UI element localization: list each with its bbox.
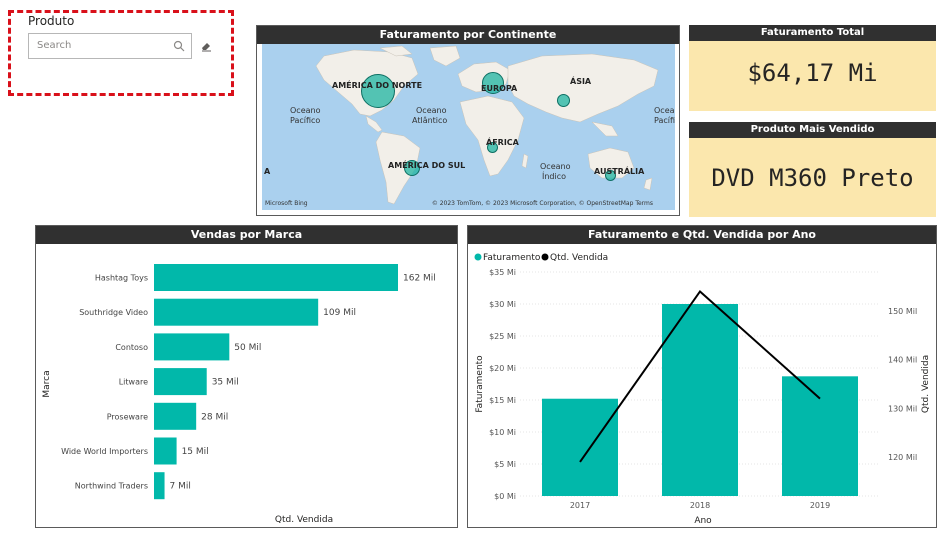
combo-y-axis-title: Faturamento <box>475 355 485 413</box>
bubble-australia[interactable] <box>605 170 616 181</box>
product-slicer-highlight <box>8 10 234 96</box>
bubble-north-america[interactable] <box>361 74 395 108</box>
combo-y-tick: $20 Mi <box>489 364 516 373</box>
combo-x-tick: 2018 <box>690 501 710 510</box>
brand-category-label: Litware <box>119 378 148 387</box>
card-top-product: Produto Mais Vendido DVD M360 Preto <box>689 122 936 217</box>
label-africa: ÁFRICA <box>486 138 519 147</box>
combo-y2-tick: 140 Mil <box>888 356 917 365</box>
continents-shape <box>315 45 659 205</box>
brand-chart-title: Vendas por Marca <box>36 226 457 244</box>
label-ocean-atlantic-1: Oceano <box>416 106 447 115</box>
label-ocean-atlantic-2: Atlântico <box>412 116 448 125</box>
brand-value-label: 28 Mil <box>201 412 228 422</box>
label-edge: A <box>264 167 271 176</box>
label-australia: AUSTRÁLIA <box>594 167 645 176</box>
brand-bar[interactable] <box>154 333 230 361</box>
map-panel: Faturamento por Continente <box>256 25 680 216</box>
combo-y-tick: $5 Mi <box>494 460 516 469</box>
combo-x-axis-title: Ano <box>694 516 712 526</box>
qty-line[interactable] <box>579 289 821 463</box>
card-product-value: DVD M360 Preto <box>711 164 914 192</box>
map-credit: © 2023 TomTom, © 2023 Microsoft Corporat… <box>431 200 653 207</box>
card-total-value: $64,17 Mi <box>747 59 878 87</box>
sales-by-brand-panel: Vendas por Marca Marca Qtd. Vendida Hash… <box>35 225 458 528</box>
label-ocean-indian-2: Índico <box>542 172 567 181</box>
brand-bar[interactable] <box>154 472 165 500</box>
label-ocean-pacific-east-2: Pacífico <box>654 116 675 125</box>
bubble-africa[interactable] <box>487 142 498 153</box>
combo-chart-title: Faturamento e Qtd. Vendida por Ano <box>468 226 936 244</box>
brand-value-label: 50 Mil <box>234 343 261 353</box>
brand-value-label: 35 Mil <box>212 378 239 388</box>
combo-x-tick: 2019 <box>810 501 830 510</box>
map-title: Faturamento por Continente <box>257 26 679 44</box>
brand-category-label: Wide World Importers <box>61 447 148 456</box>
slicer-title: Produto <box>28 14 75 28</box>
legend-faturamento-label[interactable]: Faturamento <box>483 253 541 263</box>
bubble-south-america[interactable] <box>404 160 420 176</box>
label-europe: EUROPA <box>481 84 518 93</box>
card-total-title: Faturamento Total <box>689 25 936 41</box>
revenue-bar[interactable] <box>782 376 858 496</box>
combo-y-tick: $0 Mi <box>494 492 516 501</box>
world-map[interactable]: AMÉRICA DO NORTE EUROPA ÁSIA ÁFRICA AMÉR… <box>262 44 675 210</box>
bubble-asia[interactable] <box>557 94 570 107</box>
bing-logo: Microsoft Bing <box>265 200 308 207</box>
combo-y-tick: $35 Mi <box>489 268 516 277</box>
combo-y2-tick: 150 Mil <box>888 307 917 316</box>
card-product-title: Produto Mais Vendido <box>689 122 936 138</box>
search-placeholder: Search <box>37 40 72 51</box>
brand-bar[interactable] <box>154 298 319 326</box>
revenue-qty-by-year-panel: Faturamento e Qtd. Vendida por Ano Fatur… <box>467 225 937 528</box>
brand-value-label: 162 Mil <box>403 274 436 284</box>
legend-qtd-dot <box>541 253 549 261</box>
combo-y2-tick: 120 Mil <box>888 453 917 462</box>
brand-category-label: Southridge Video <box>79 308 148 317</box>
brand-bar[interactable] <box>154 402 197 430</box>
revenue-bar[interactable] <box>542 398 618 496</box>
label-north-america: AMÉRICA DO NORTE <box>332 81 423 90</box>
combo-y-tick: $10 Mi <box>489 428 516 437</box>
brand-bar[interactable] <box>154 437 177 465</box>
product-search-input[interactable]: Search <box>28 33 192 59</box>
search-icon[interactable] <box>173 40 185 52</box>
brand-category-label: Northwind Traders <box>75 482 148 491</box>
brand-bar[interactable] <box>154 264 398 291</box>
legend-faturamento-dot <box>474 253 482 261</box>
brand-value-label: 109 Mil <box>323 308 356 318</box>
revenue-qty-combo-chart[interactable]: Faturamento Qtd. Vendida Faturamento Qtd… <box>468 244 936 527</box>
label-asia: ÁSIA <box>570 77 592 86</box>
brand-value-label: 7 Mil <box>170 482 191 492</box>
revenue-bar[interactable] <box>662 304 738 496</box>
brand-x-axis-title: Qtd. Vendida <box>275 515 333 525</box>
label-south-america: AMÉRICA DO SUL <box>388 161 466 170</box>
card-total-revenue: Faturamento Total $64,17 Mi <box>689 25 936 111</box>
brand-bar-chart[interactable]: Marca Qtd. Vendida Hashtag Toys 162 Mil So… <box>36 244 457 527</box>
label-ocean-pacific-2: Pacífico <box>290 116 321 125</box>
combo-y-tick: $30 Mi <box>489 300 516 309</box>
legend-qtd-label[interactable]: Qtd. Vendida <box>550 253 608 263</box>
brand-category-label: Proseware <box>107 412 148 421</box>
combo-y-tick: $25 Mi <box>489 332 516 341</box>
combo-y2-tick: 130 Mil <box>888 404 917 413</box>
label-ocean-pacific-east-1: Oceano <box>654 106 675 115</box>
brand-bar[interactable] <box>154 368 207 396</box>
brand-value-label: 15 Mil <box>182 447 209 457</box>
label-ocean-pacific-1: Oceano <box>290 106 321 115</box>
brand-category-label: Hashtag Toys <box>95 274 148 283</box>
brand-category-label: Contoso <box>115 343 148 352</box>
label-ocean-indian-1: Oceano <box>540 162 571 171</box>
combo-y2-axis-title: Qtd. Vendida <box>921 355 931 413</box>
combo-x-tick: 2017 <box>570 501 590 510</box>
bubble-europe[interactable] <box>482 72 504 94</box>
brand-y-axis-title: Marca <box>42 370 52 397</box>
combo-y-tick: $15 Mi <box>489 396 516 405</box>
eraser-icon[interactable] <box>199 39 213 53</box>
